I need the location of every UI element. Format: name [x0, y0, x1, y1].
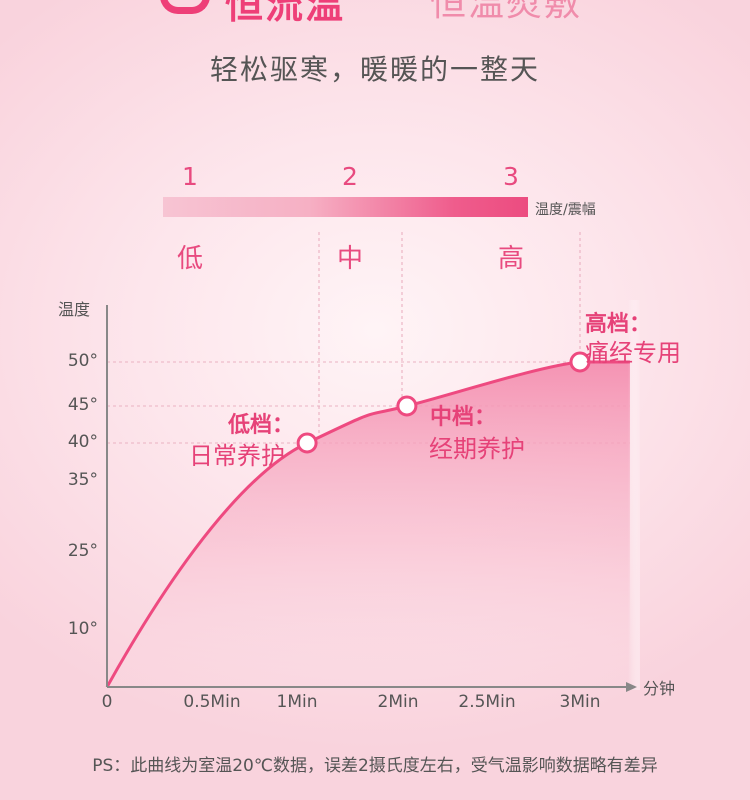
data-point-marker [569, 351, 591, 373]
y-tick-label: 35° [67, 470, 98, 490]
temperature-curve [105, 360, 630, 688]
y-tick-label: 40° [67, 432, 98, 452]
annotation-low-title: 低档： [228, 413, 295, 438]
level-number-1: 1 [182, 162, 198, 191]
data-point-marker [396, 395, 418, 417]
level-word-mid: 中 [336, 244, 363, 274]
subtitle: 轻松驱寒，暖暖的一整天 [209, 53, 540, 86]
x-axis-label: 分钟 [643, 679, 676, 698]
annotation-high-label: 痛经专用 [585, 339, 681, 367]
data-point-marker [296, 432, 318, 454]
y-tick-label: 25° [67, 541, 98, 561]
y-axis-label: 温度 [58, 300, 91, 319]
data-points [296, 351, 591, 454]
annotation-low-label: 日常养护 [189, 442, 285, 470]
annotation-mid-label: 经期养护 [429, 435, 525, 463]
x-axis-arrow-icon [626, 682, 637, 692]
x-tick-label: 2Min [377, 692, 419, 712]
level-word-high: 高 [497, 244, 524, 274]
footnote: PS：此曲线为室温20℃数据，误差2摄氏度左右，受气温影响数据略有差异 [92, 756, 658, 776]
annotation-high-title: 高档： [585, 312, 652, 337]
level-number-2: 2 [342, 162, 358, 191]
annotation-mid-title: 中档： [430, 405, 497, 430]
level-number-3: 3 [503, 162, 519, 191]
intensity-bar-caption: 温度/震幅 [535, 202, 596, 218]
level-word-low: 低 [176, 244, 203, 274]
x-tick-label: 1Min [276, 692, 318, 712]
headline: 恒流温 [225, 0, 346, 27]
temperature-area [107, 362, 630, 687]
headline-suffix: 恒温熨敷 [430, 0, 583, 24]
x-tick-label: 0.5Min [183, 692, 241, 712]
headline-area: 恒流温 恒温熨敷 [0, 0, 750, 27]
x-tick-label: 0 [101, 692, 113, 712]
y-tick-label: 50° [67, 351, 98, 371]
y-tick-label: 45° [67, 395, 98, 415]
x-tick-label: 3Min [559, 692, 601, 712]
intensity-gradient-bar [163, 197, 528, 217]
y-tick-label: 10° [67, 619, 98, 639]
x-tick-label: 2.5Min [458, 692, 516, 712]
